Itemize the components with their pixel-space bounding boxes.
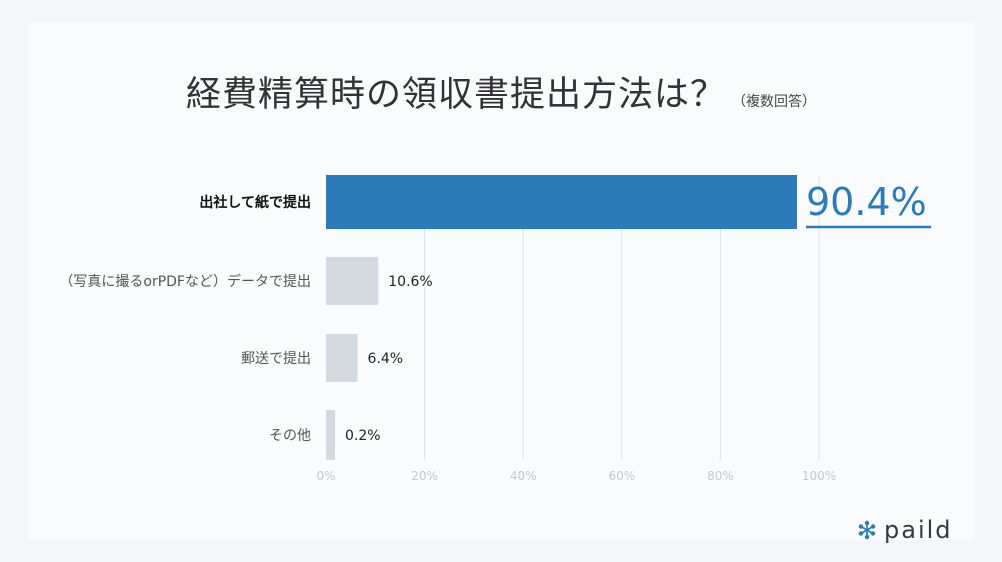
category-label: 出社して紙で提出 <box>199 194 311 211</box>
logo-spoke <box>860 525 868 531</box>
bar-2 <box>326 334 358 382</box>
bar-1 <box>326 257 379 305</box>
chart-title-block: 経費精算時の領収書提出方法は？ （複数回答） <box>0 66 1002 117</box>
bar-0 <box>326 175 797 229</box>
value-label: 6.4% <box>368 351 404 367</box>
logo-spoke <box>860 529 868 535</box>
category-label: 郵送で提出 <box>241 351 311 367</box>
value-label: 10.6% <box>388 274 432 290</box>
asterisk-logo-icon <box>858 520 876 540</box>
value-label: 0.2% <box>345 428 381 444</box>
value-label-highlight: 90.4% <box>806 180 927 224</box>
x-tick-label: 80% <box>707 469 734 483</box>
category-label: （写真に撮るorPDFなど）データで提出 <box>59 273 311 290</box>
logo-text: paild <box>884 516 953 544</box>
category-label: その他 <box>269 428 311 444</box>
logo-spoke <box>866 529 874 535</box>
x-tick-label: 20% <box>411 469 438 483</box>
paild-logo: paild <box>856 516 953 544</box>
x-tick-label: 0% <box>316 469 335 483</box>
x-tick-label: 60% <box>608 469 635 483</box>
logo-spoke <box>866 525 874 531</box>
chart-title: 経費精算時の領収書提出方法は？ <box>185 75 726 115</box>
bar-3 <box>326 410 335 460</box>
x-tick-label: 100% <box>802 469 836 483</box>
chart-panel <box>28 22 974 540</box>
x-tick-label: 40% <box>510 469 537 483</box>
chart-subtitle: （複数回答） <box>732 94 816 110</box>
